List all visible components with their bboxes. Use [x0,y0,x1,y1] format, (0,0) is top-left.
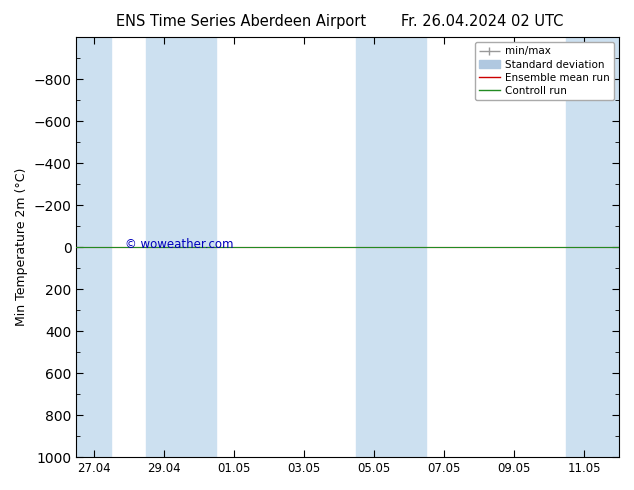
Text: ENS Time Series Aberdeen Airport: ENS Time Series Aberdeen Airport [116,14,366,29]
Bar [567,37,619,457]
Legend: min/max, Standard deviation, Ensemble mean run, Controll run: min/max, Standard deviation, Ensemble me… [475,42,614,100]
Bar [146,37,216,457]
Text: © woweather.com: © woweather.com [126,239,234,251]
Bar [356,37,427,457]
Bar [77,37,112,457]
Text: Fr. 26.04.2024 02 UTC: Fr. 26.04.2024 02 UTC [401,14,563,29]
Y-axis label: Min Temperature 2m (°C): Min Temperature 2m (°C) [15,168,28,326]
